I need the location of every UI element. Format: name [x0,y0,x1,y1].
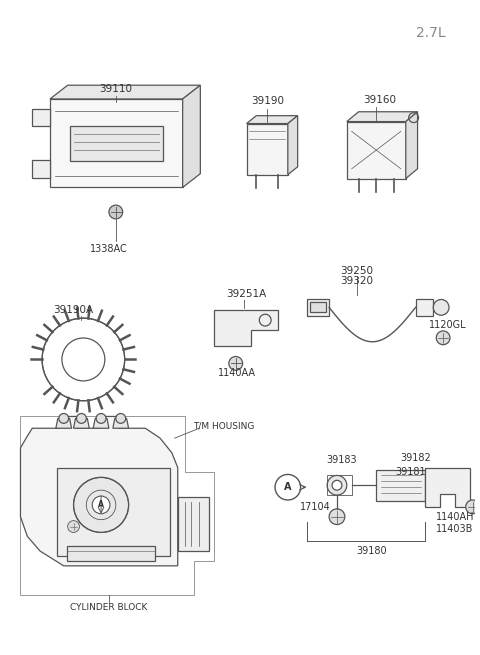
Circle shape [68,521,80,533]
Circle shape [332,480,342,490]
Circle shape [59,413,69,423]
Polygon shape [425,468,469,507]
Polygon shape [214,310,278,346]
Text: 1140AA: 1140AA [218,368,256,378]
Text: 1120GL: 1120GL [429,320,467,330]
Polygon shape [416,299,433,316]
Polygon shape [406,112,418,179]
Polygon shape [178,497,209,551]
Polygon shape [50,85,200,99]
Polygon shape [56,419,72,428]
Circle shape [433,299,449,315]
Circle shape [436,331,450,345]
Text: CYLINDER BLOCK: CYLINDER BLOCK [70,603,148,612]
Text: 39183: 39183 [326,455,357,464]
Circle shape [327,476,347,495]
Text: 39180: 39180 [356,546,387,556]
Text: 39320: 39320 [340,276,373,286]
Circle shape [92,496,110,514]
Text: 2.7L: 2.7L [416,26,445,40]
Polygon shape [113,419,129,428]
Circle shape [96,413,106,423]
Text: 39110: 39110 [99,84,132,94]
Text: 39251A: 39251A [227,289,267,299]
Polygon shape [32,109,50,126]
Polygon shape [376,470,425,501]
Polygon shape [57,468,170,556]
Polygon shape [308,299,329,316]
Polygon shape [347,122,406,179]
Text: 39181: 39181 [396,468,426,477]
Polygon shape [67,546,155,561]
Text: 39250: 39250 [340,266,373,276]
Polygon shape [21,417,178,566]
Circle shape [76,413,86,423]
Polygon shape [183,85,200,187]
Circle shape [116,413,126,423]
Circle shape [109,205,123,219]
Text: 39160: 39160 [363,95,396,105]
Text: A: A [98,500,104,510]
Polygon shape [247,124,288,175]
Text: 39182: 39182 [400,453,431,462]
Text: 39190A: 39190A [53,305,94,315]
Polygon shape [73,419,89,428]
Polygon shape [347,112,418,122]
Polygon shape [247,116,298,124]
Text: 11403B: 11403B [436,523,474,534]
Circle shape [466,500,480,514]
Polygon shape [93,419,109,428]
Circle shape [329,509,345,525]
Polygon shape [32,160,50,178]
Text: 17104: 17104 [300,502,331,512]
Text: 39190: 39190 [251,96,284,106]
Polygon shape [50,99,183,187]
Text: A: A [284,482,291,492]
Polygon shape [288,116,298,175]
Circle shape [42,318,125,401]
Polygon shape [311,303,326,312]
Text: T/M HOUSING: T/M HOUSING [193,422,254,431]
Circle shape [229,356,242,370]
Circle shape [73,477,129,533]
Text: 1338AC: 1338AC [90,244,128,254]
Polygon shape [70,126,163,161]
Text: 1140AH: 1140AH [436,512,474,522]
Circle shape [275,474,300,500]
